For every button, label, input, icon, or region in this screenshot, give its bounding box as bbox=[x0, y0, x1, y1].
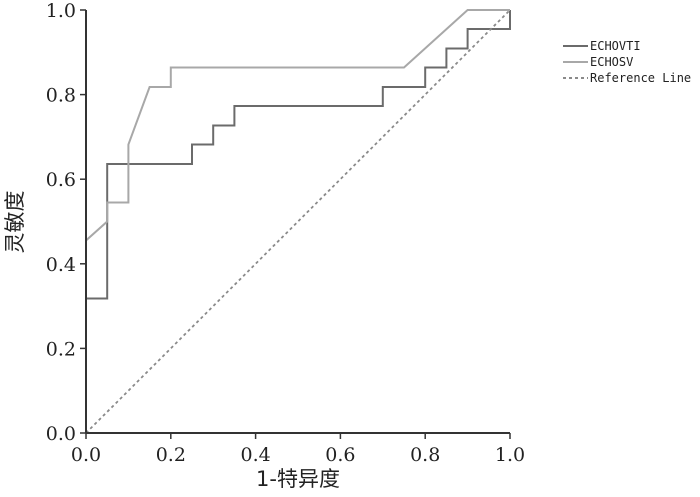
legend-label: Reference Line bbox=[590, 71, 691, 85]
series-line-echosv bbox=[85, 9, 510, 433]
y-tick-label: 1.0 bbox=[46, 0, 76, 22]
x-tick-label: 0.0 bbox=[71, 444, 101, 466]
x-tick-label: 0.8 bbox=[410, 444, 440, 466]
plot-lines bbox=[85, 9, 511, 434]
x-axis-title: 1-特异度 bbox=[256, 467, 340, 491]
x-axis-ticks: 0.0 0.2 0.4 0.6 0.8 1.0 bbox=[71, 433, 525, 466]
legend-label: ECHOSV bbox=[590, 55, 633, 69]
legend-label: ECHOVTI bbox=[590, 39, 641, 53]
y-tick-label: 0.4 bbox=[46, 254, 76, 276]
series-line-echovti bbox=[85, 10, 511, 433]
y-tick-label: 0.8 bbox=[46, 85, 76, 107]
y-axis-ticks: 0.0 0.2 0.4 0.6 0.8 1.0 bbox=[46, 0, 86, 445]
x-tick-label: 0.4 bbox=[240, 444, 270, 466]
x-tick-label: 0.2 bbox=[156, 444, 186, 466]
y-tick-label: 0.2 bbox=[46, 338, 76, 360]
y-tick-label: 0.6 bbox=[46, 169, 76, 191]
y-axis-title: 灵敏度 bbox=[3, 191, 27, 254]
y-tick-label: 0.0 bbox=[46, 423, 76, 445]
legend: ECHOVTI ECHOSV Reference Line bbox=[563, 39, 691, 85]
x-tick-label: 0.6 bbox=[325, 444, 355, 466]
series-line-reference-line bbox=[85, 9, 511, 434]
x-tick-label: 1.0 bbox=[495, 444, 525, 466]
